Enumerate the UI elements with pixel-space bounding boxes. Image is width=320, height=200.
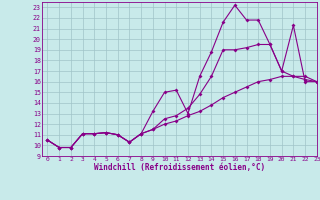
X-axis label: Windchill (Refroidissement éolien,°C): Windchill (Refroidissement éolien,°C) — [94, 163, 265, 172]
